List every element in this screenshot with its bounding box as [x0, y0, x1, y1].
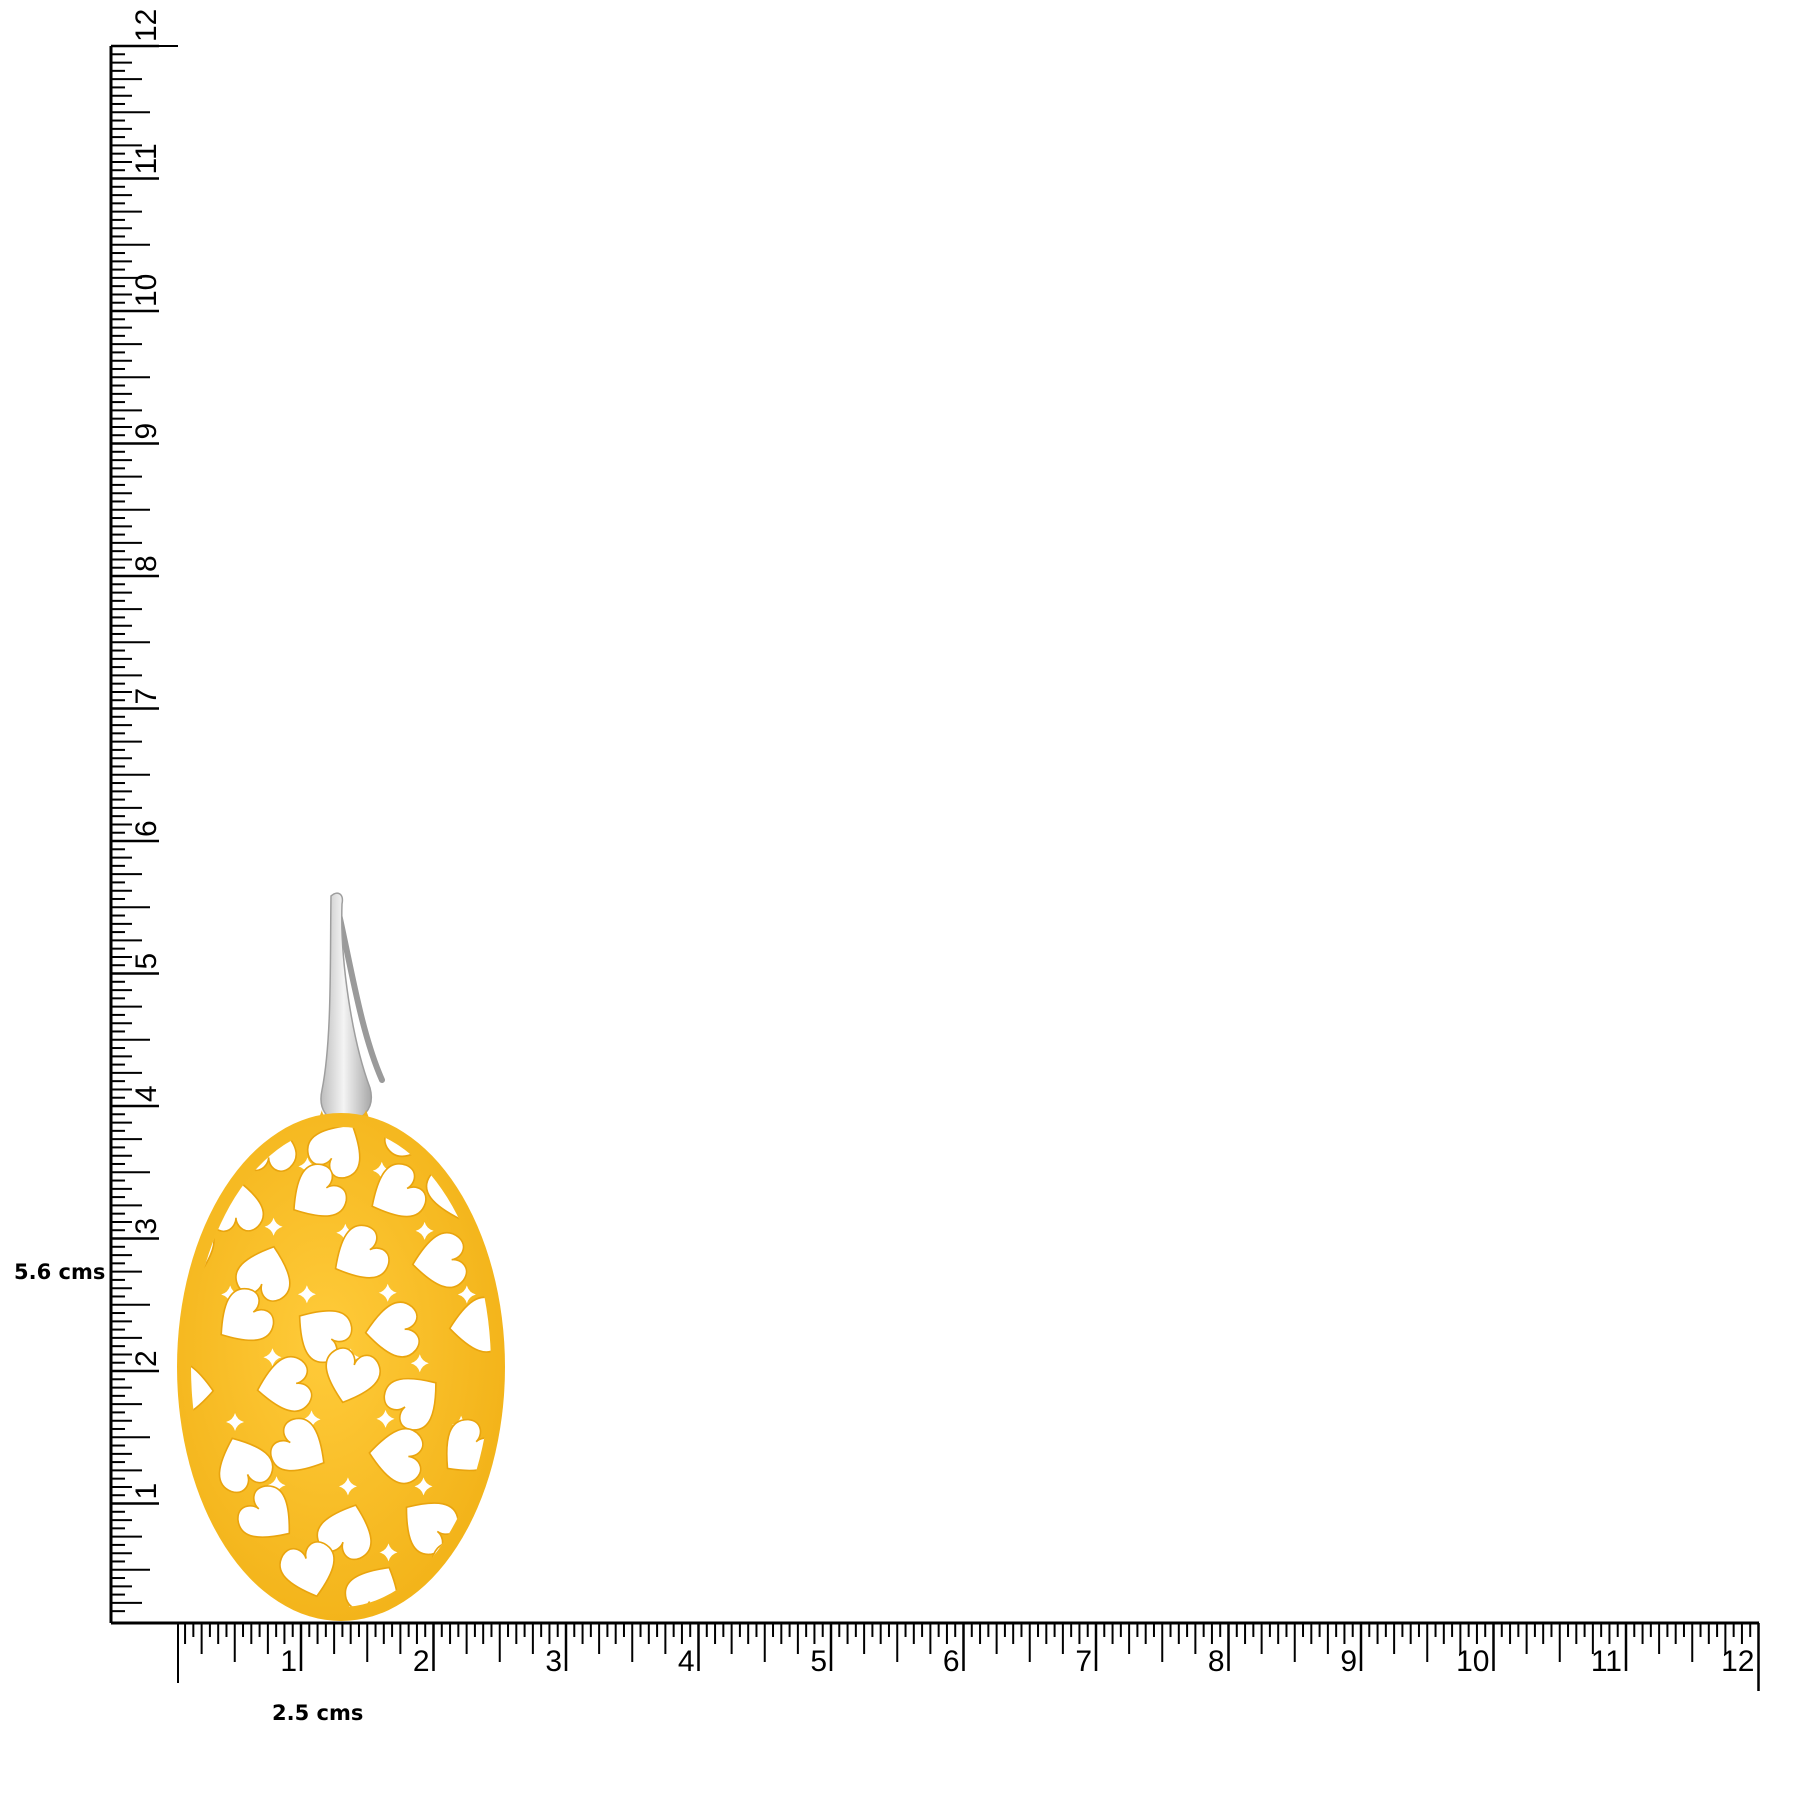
diamond-cutout: [410, 1354, 429, 1373]
heart-cutout: [256, 1355, 313, 1413]
heart-cutout: [298, 1310, 353, 1364]
heart-cutout: [237, 1485, 291, 1539]
diamond-cutout: [490, 1601, 491, 1607]
diamond-cutout: [336, 1223, 355, 1242]
ruler-label: 7: [130, 688, 163, 705]
ruler-label: 11: [130, 143, 163, 174]
ruler-label: 9: [130, 423, 163, 440]
width-dimension-label: 2.5 cms: [272, 1701, 364, 1725]
ruler-label: 12: [130, 9, 163, 42]
heart-cutout: [344, 1566, 399, 1607]
heart-cutout: [220, 1287, 275, 1342]
diamond-cutout: [457, 1285, 476, 1304]
heart-cutout: [405, 1502, 459, 1556]
ruler-label: 5: [130, 953, 163, 970]
diamond-cutout: [488, 1480, 491, 1499]
heart-cutout: [191, 1360, 215, 1418]
diamond-cutout: [415, 1221, 434, 1240]
diamond-cutout: [452, 1155, 471, 1174]
diamond-cutout: [302, 1410, 321, 1429]
earring: [177, 892, 505, 1621]
heart-cutout: [334, 1224, 390, 1279]
heart-cutout: [316, 1504, 372, 1561]
ruler-label: 9: [1340, 1645, 1357, 1678]
heart-cutout: [279, 1541, 335, 1598]
diamond-cutout: [264, 1217, 283, 1236]
diamond-cutout: [338, 1477, 357, 1496]
heart-cutout: [411, 1231, 468, 1289]
heart-cutout: [235, 1245, 291, 1302]
diamond-cutout: [372, 1161, 391, 1180]
heart-cutout: [383, 1377, 437, 1431]
hook-icon: [320, 892, 385, 1123]
ruler-label: 4: [678, 1645, 695, 1678]
diamond-cutout: [376, 1409, 395, 1428]
heart-cutout: [191, 1127, 235, 1149]
ruler-label: 7: [1075, 1645, 1092, 1678]
diamond-cutout: [298, 1157, 317, 1176]
ruler-label: 8: [1208, 1645, 1225, 1678]
diamond-cutout: [378, 1283, 397, 1302]
heart-cutout: [325, 1347, 381, 1404]
ruler-label: 2: [413, 1645, 430, 1678]
diamond-cutout: [486, 1226, 491, 1245]
heart-cutout: [293, 1163, 348, 1217]
ruler-label: 3: [130, 1218, 163, 1235]
diamond-cutout: [410, 1604, 429, 1607]
diamond-cutout: [267, 1476, 286, 1495]
ruler-label: 6: [130, 820, 163, 837]
diamond-cutout: [260, 1604, 279, 1607]
heart-cutout: [364, 1301, 420, 1358]
height-dimension-label: 5.6 cms: [14, 1260, 106, 1284]
heart-cutout: [371, 1162, 427, 1218]
ruler-label: 6: [943, 1645, 960, 1678]
ruler-label: 2: [130, 1350, 163, 1367]
ruler-label: 1: [130, 1483, 163, 1500]
diamond-cutout: [414, 1477, 433, 1496]
diamond-cutout: [221, 1285, 240, 1304]
heart-cutout: [368, 1427, 424, 1485]
heart-cutout: [218, 1437, 274, 1494]
heart-cutout: [270, 1417, 325, 1472]
ruler-label: 3: [545, 1645, 562, 1678]
diamond-cutout: [226, 1413, 245, 1432]
ruler-label: 5: [810, 1645, 827, 1678]
ruler-label: 10: [130, 274, 163, 307]
diamond-cutout: [263, 1348, 282, 1367]
ruler-label: 11: [1591, 1645, 1622, 1678]
ruler-label: 4: [130, 1085, 163, 1102]
ruler-label: 10: [1456, 1645, 1489, 1678]
horizontal-ruler: 1 2 3 4 5 6 7 8 9 10 11 12: [177, 1621, 1760, 1691]
diamond-cutout: [379, 1543, 398, 1562]
ruler-label: 8: [130, 555, 163, 572]
ruler-label: 12: [1721, 1645, 1754, 1678]
ruler-label: 1: [280, 1645, 297, 1678]
diamond-cutout: [297, 1285, 316, 1304]
